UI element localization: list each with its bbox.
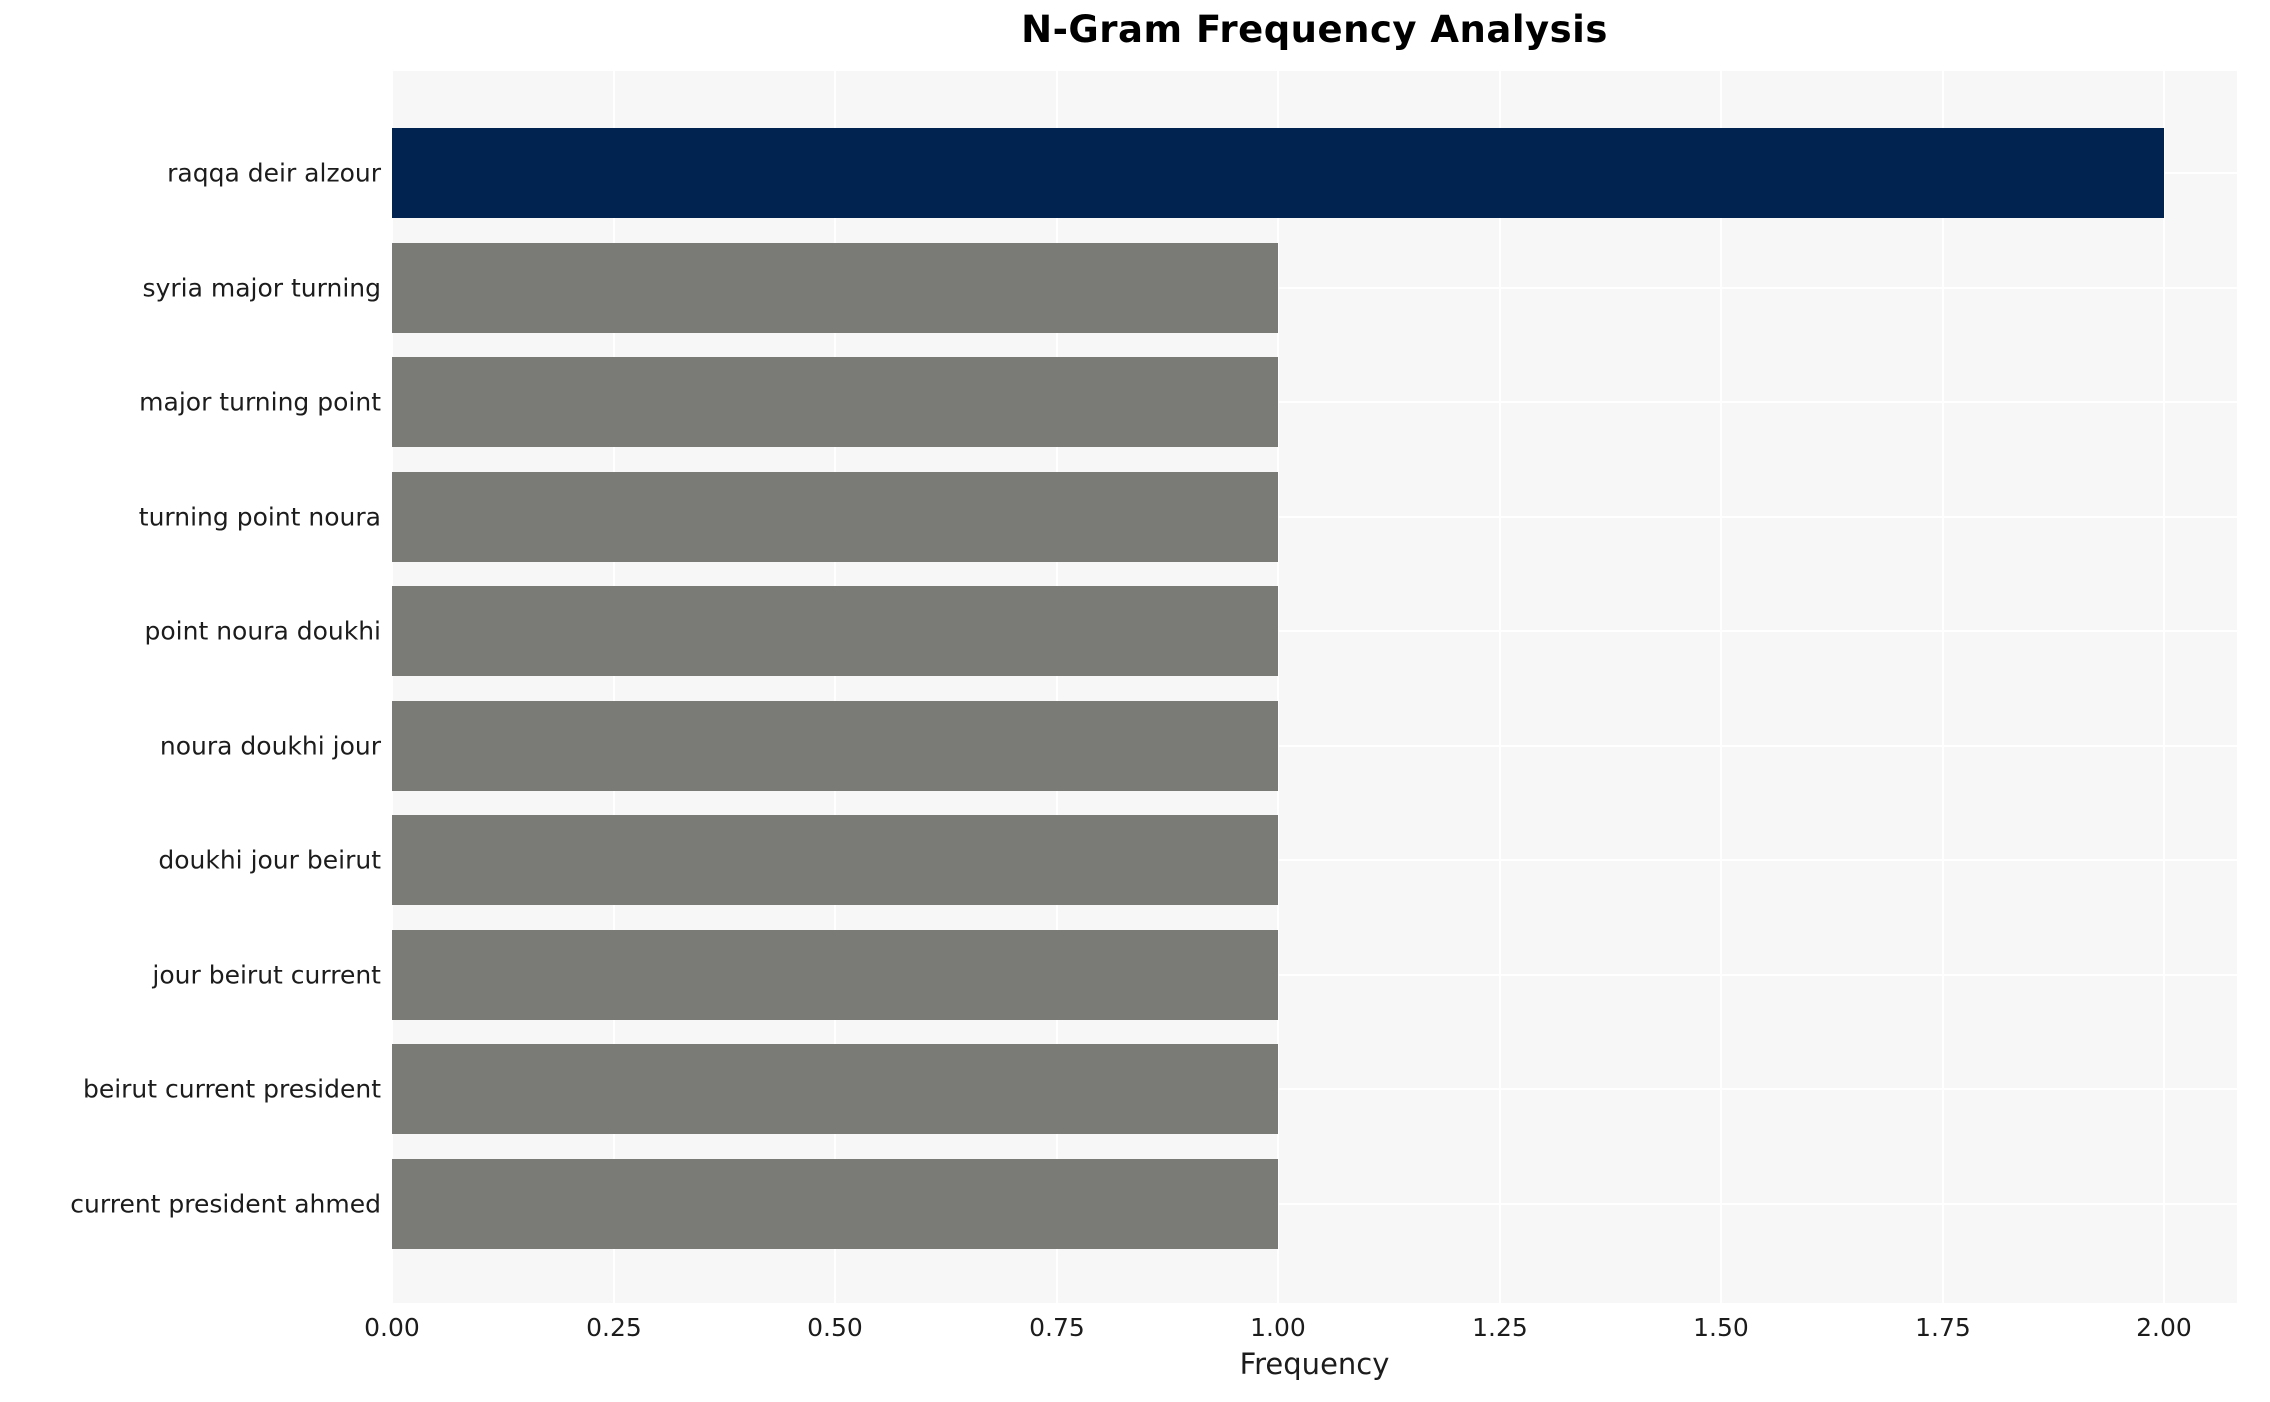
y-tick-label: doukhi jour beirut	[158, 845, 381, 875]
gridline-vertical	[1277, 71, 1279, 1303]
chart-title: N-Gram Frequency Analysis	[1021, 8, 1608, 51]
x-tick-label: 0.00	[364, 1313, 420, 1342]
gridline-horizontal	[392, 745, 2237, 747]
gridline-vertical	[391, 71, 393, 1303]
gridline-horizontal	[392, 516, 2237, 518]
gridline-vertical	[1499, 71, 1501, 1303]
y-tick-label: raqqa deir alzour	[167, 158, 381, 188]
bar	[392, 1044, 1278, 1134]
y-tick-label: point noura doukhi	[144, 616, 381, 646]
bar	[392, 586, 1278, 676]
bar	[392, 1159, 1278, 1249]
y-tick-label: syria major turning	[142, 273, 381, 303]
x-tick-label: 2.00	[2136, 1313, 2192, 1342]
gridline-horizontal	[392, 974, 2237, 976]
plot-area	[391, 71, 2237, 1303]
bar	[392, 930, 1278, 1020]
bar	[392, 243, 1278, 333]
gridline-vertical	[834, 71, 836, 1303]
bar	[392, 701, 1278, 791]
gridline-vertical	[2163, 71, 2165, 1303]
gridline-horizontal	[392, 401, 2237, 403]
gridline-vertical	[1720, 71, 1722, 1303]
bar	[392, 472, 1278, 562]
x-tick-label: 1.50	[1693, 1313, 1749, 1342]
gridline-horizontal	[392, 1088, 2237, 1090]
gridline-horizontal	[392, 1203, 2237, 1205]
x-tick-label: 1.00	[1250, 1313, 1306, 1342]
x-axis-label: Frequency	[1239, 1347, 1390, 1381]
y-tick-label: turning point noura	[138, 502, 381, 532]
y-tick-label: major turning point	[139, 387, 381, 417]
x-tick-label: 1.75	[1915, 1313, 1971, 1342]
gridline-vertical	[1942, 71, 1944, 1303]
gridline-vertical	[613, 71, 615, 1303]
bar	[392, 357, 1278, 447]
gridline-horizontal	[392, 287, 2237, 289]
gridline-horizontal	[392, 630, 2237, 632]
x-tick-label: 1.25	[1472, 1313, 1528, 1342]
bar	[392, 128, 2164, 218]
y-tick-label: noura doukhi jour	[159, 731, 381, 761]
y-tick-label: jour beirut current	[152, 960, 381, 990]
bar	[392, 815, 1278, 905]
x-tick-label: 0.75	[1029, 1313, 1085, 1342]
y-tick-label: beirut current president	[82, 1074, 381, 1104]
x-tick-label: 0.50	[807, 1313, 863, 1342]
y-tick-label: current president ahmed	[70, 1189, 381, 1219]
gridline-vertical	[1056, 71, 1058, 1303]
x-tick-label: 0.25	[586, 1313, 642, 1342]
gridline-horizontal	[392, 859, 2237, 861]
